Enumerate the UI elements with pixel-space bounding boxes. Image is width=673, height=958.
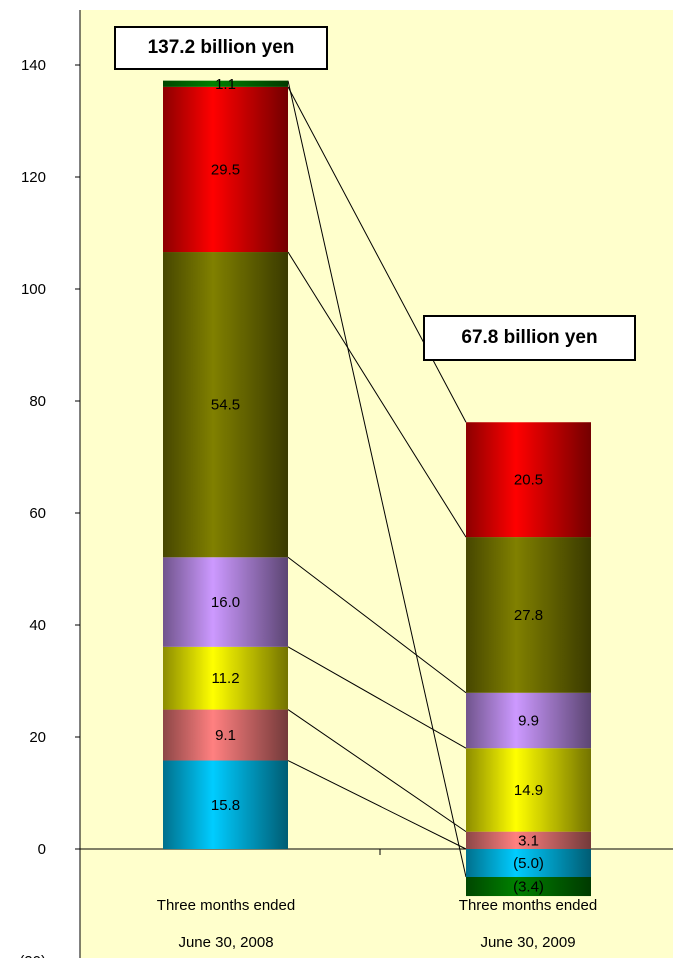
bar-segment-value-label: 16.0 [211,594,240,611]
y-tick-label: 80 [29,393,46,410]
bar-segment-shading [163,80,288,87]
bar-segment-value-label: 14.9 [514,782,543,799]
bar-segment-value-label: 11.2 [211,670,239,687]
category-label: Three months ended [459,897,597,914]
bar-segment-shading [163,252,288,558]
bar-segment-shading [466,422,591,538]
y-tick-label: 40 [29,617,46,634]
annotation-2008-total: 137.2 billion yen [114,26,328,70]
bar-segment-value-label: (3.4) [513,879,544,896]
connector-line [287,80,467,878]
bar-segment-shading [163,646,288,710]
bar-segment-shading [163,760,288,849]
bar-segment-value-label: 1.1 [215,76,236,93]
bar-segment-value-label: 15.8 [211,797,240,814]
bar-segment-shading [163,86,288,253]
category-label: June 30, 2009 [480,934,575,951]
category-label: Three months ended [157,897,295,914]
bar-segment-shading [466,877,591,897]
bar-segment-value-label: 29.5 [211,161,240,178]
y-tick-label: 60 [29,505,46,522]
y-tick-label: 100 [21,281,46,298]
y-tick-label: 20 [29,729,46,746]
bar-segment-shading [466,849,591,877]
bar-segment-value-label: 9.1 [215,727,236,744]
category-label: June 30, 2008 [178,934,273,951]
connector-line [287,556,467,694]
connector-line [287,86,467,423]
y-tick-label: 120 [21,169,46,186]
bar-segment-shading [466,537,591,693]
bar-segment-shading [466,831,591,849]
connector-line [287,646,467,749]
bar-segment-shading [163,709,288,761]
y-tick-label: 140 [21,57,46,74]
bar-segment-shading [163,557,288,647]
bar-segment-shading [466,692,591,749]
bar-segment-value-label: 27.8 [514,607,543,624]
connector-line [287,251,467,538]
bar-segment-value-label: 3.1 [518,832,539,849]
y-tick-label: (20) [19,953,46,958]
bar-segment-value-label: 54.5 [211,397,240,414]
connector-line [287,760,467,850]
y-tick-label: 0 [38,841,46,858]
bar-segment-value-label: (5.0) [513,855,544,872]
bar-segment-value-label: 20.5 [514,472,543,489]
bar-segment-value-label: 9.9 [518,712,539,729]
annotation-2009-total: 67.8 billion yen [423,315,636,361]
bar-segment-shading [466,748,591,832]
connector-line [287,709,467,833]
